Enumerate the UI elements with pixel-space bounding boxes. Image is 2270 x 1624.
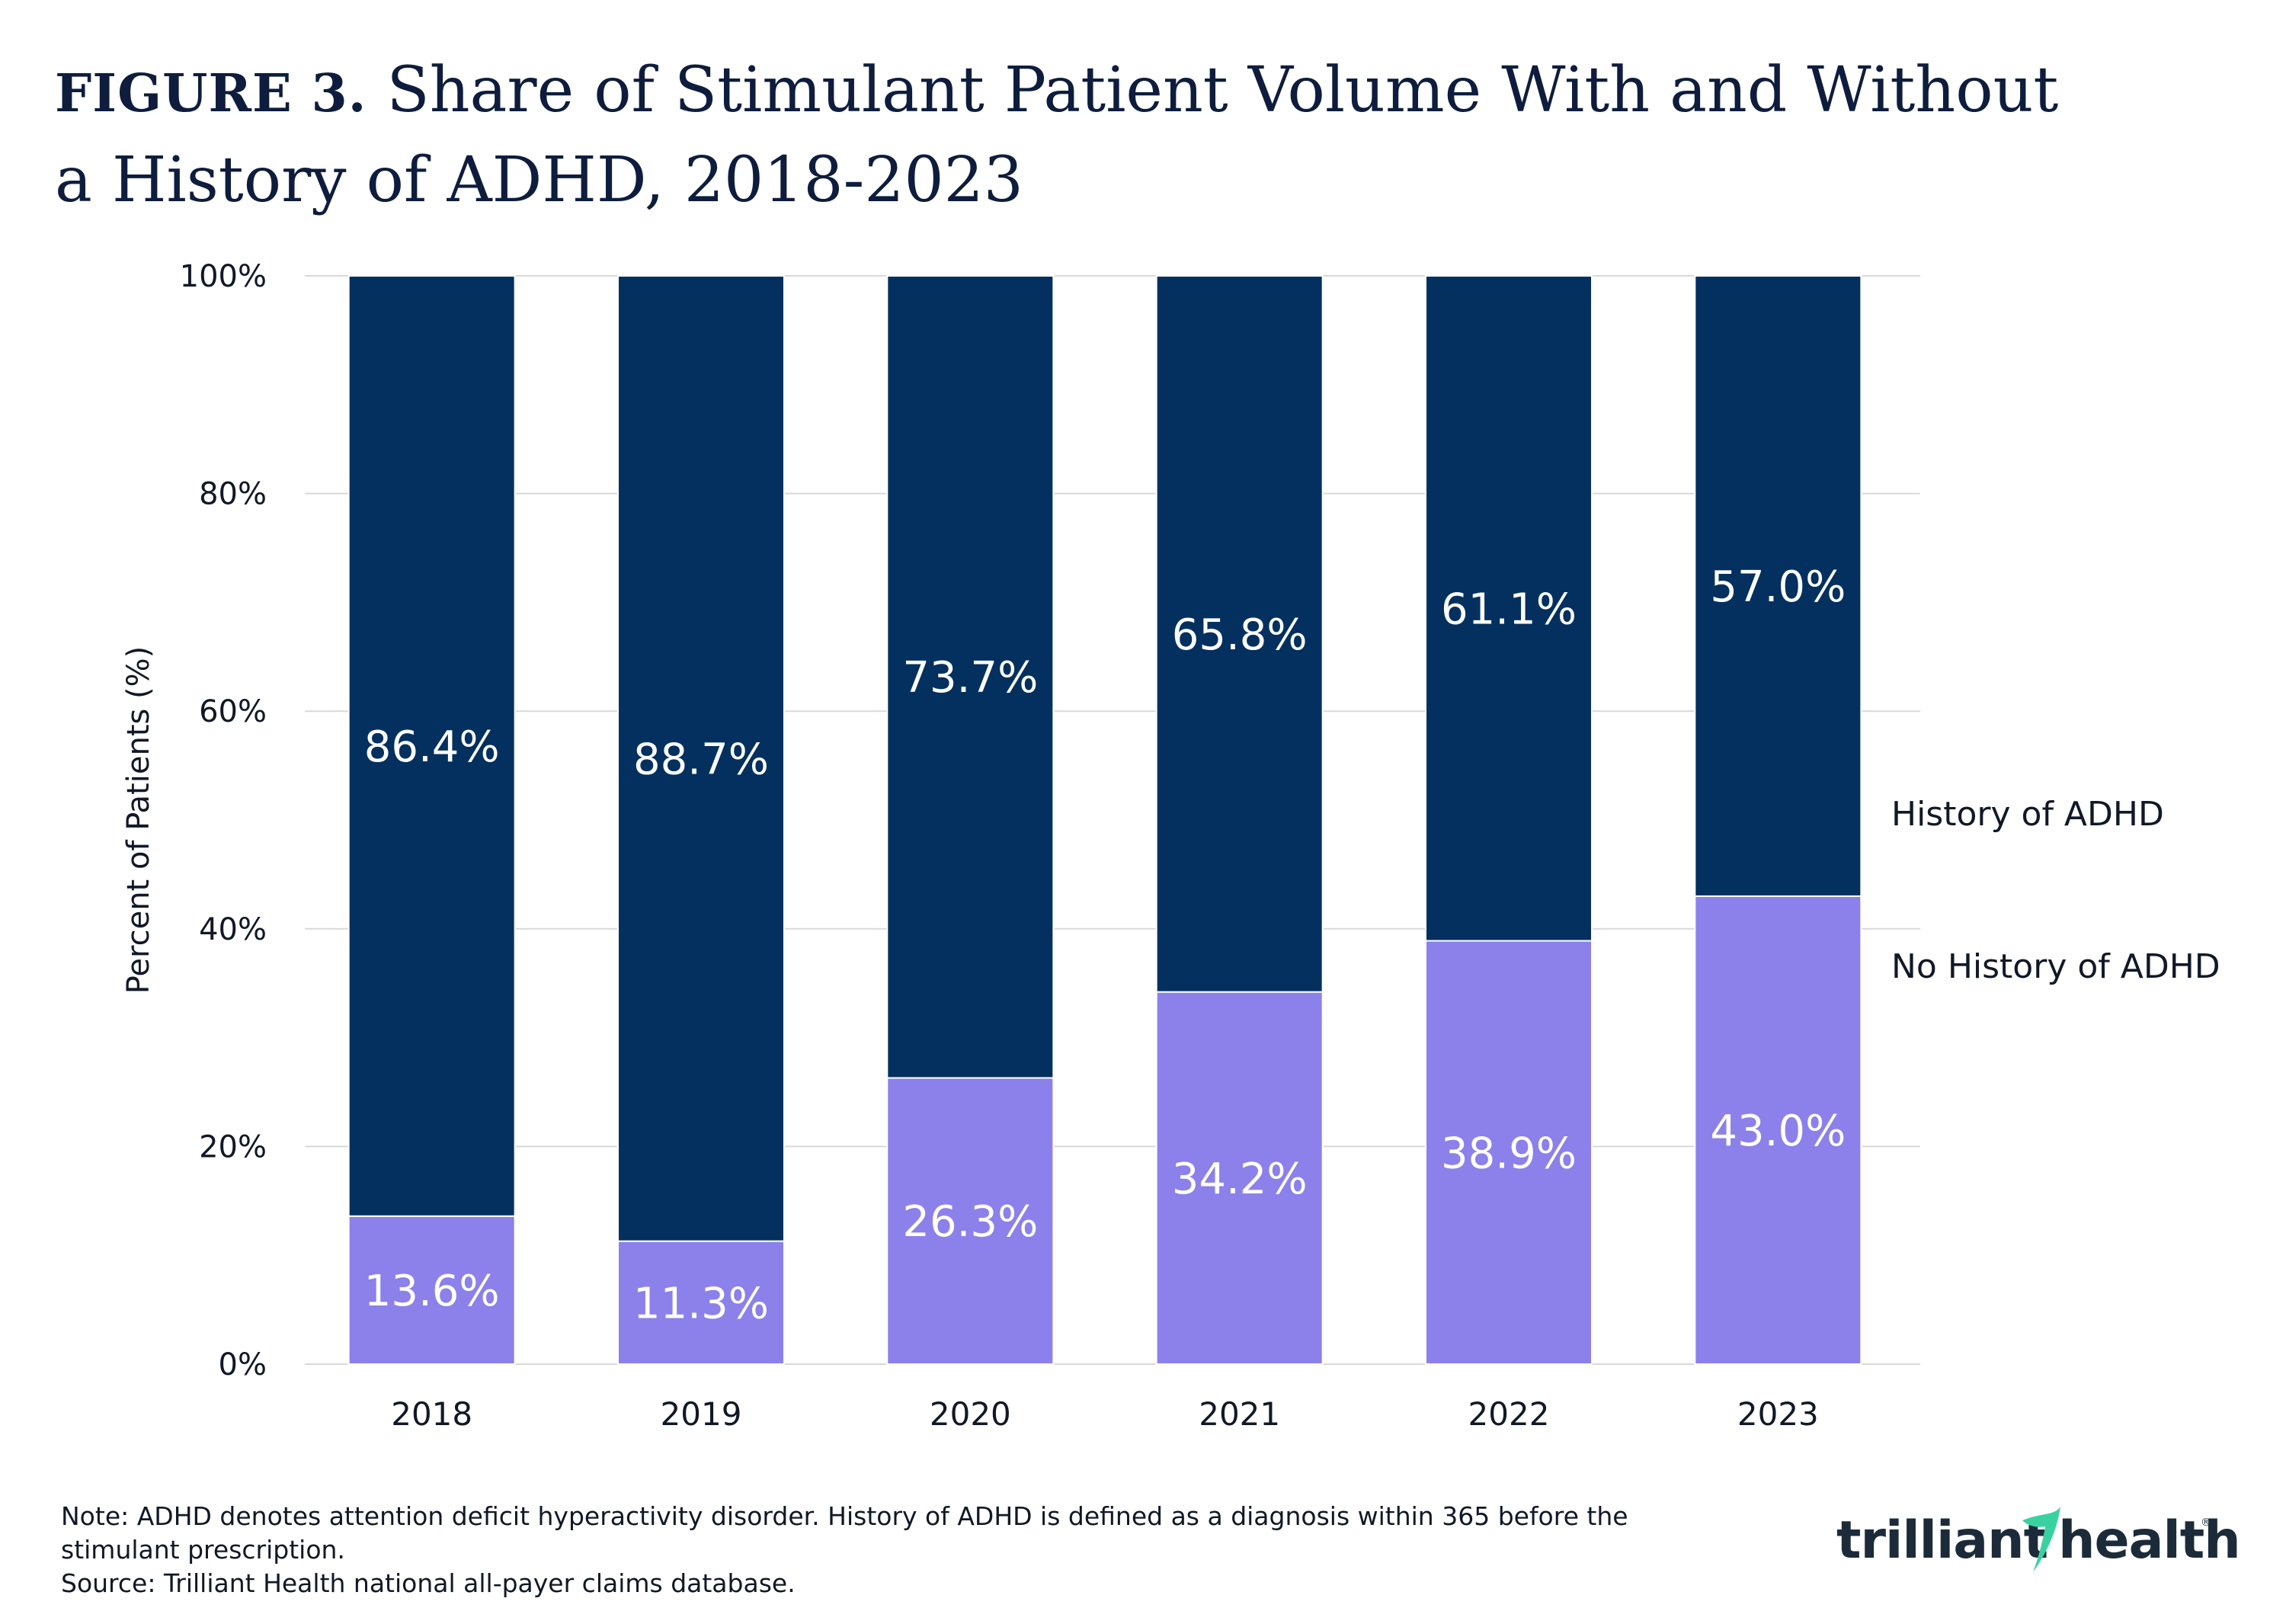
legend-history: History of ADHD [1891, 795, 2164, 834]
footer-source: Source: Trilliant Health national all-pa… [61, 1568, 796, 1598]
footer: Note: ADHD denotes attention deficit hyp… [61, 1500, 1707, 1600]
bar-2019-history [617, 275, 785, 1242]
data-label: 13.6% [364, 1267, 500, 1316]
y-tick-label: 60% [199, 694, 267, 729]
data-label: 43.0% [1710, 1107, 1846, 1156]
bar-2018-no-history [347, 1215, 516, 1365]
y-tick-label: 40% [199, 912, 267, 947]
y-tick-label: 0% [219, 1347, 267, 1382]
x-tick-label: 2020 [930, 1395, 1011, 1433]
y-tick-label: 20% [199, 1129, 267, 1164]
data-label: 61.1% [1441, 585, 1577, 634]
brand-swoosh-icon [2022, 1507, 2060, 1572]
bar-2022-history [1425, 275, 1593, 942]
data-label: 34.2% [1172, 1155, 1308, 1204]
x-tick-label: 2023 [1737, 1395, 1819, 1433]
y-axis-ticks: 0% 20% 40% 60% 80% 100% [180, 259, 267, 1382]
bar-2019-no-history [617, 1240, 785, 1365]
legend-no-history: No History of ADHD [1891, 947, 2220, 986]
data-label: 86.4% [364, 722, 500, 772]
footer-note: Note: ADHD denotes attention deficit hyp… [61, 1501, 1628, 1565]
registered-mark: ® [2201, 1517, 2211, 1529]
x-axis-ticks: 2018 2019 2020 2021 2022 2023 [391, 1395, 1819, 1433]
y-tick-label: 100% [180, 259, 267, 294]
chart-title: FIGURE 3. Share of Stimulant Patient Vol… [55, 47, 2112, 224]
legend: History of ADHD No History of ADHD [1891, 795, 2220, 986]
bar-2020-no-history [886, 1077, 1055, 1366]
brand-logo: trilliant health [1836, 1510, 2241, 1571]
figure-label: FIGURE 3. [55, 63, 367, 124]
bar-2018-history [347, 275, 516, 1217]
data-label: 57.0% [1710, 562, 1846, 612]
x-tick-label: 2021 [1199, 1395, 1280, 1433]
data-label: 11.3% [633, 1279, 769, 1328]
data-label: 38.9% [1441, 1129, 1577, 1178]
y-axis-label: Percent of Patients (%) [121, 646, 156, 995]
gridlines [305, 275, 1920, 1365]
brand-text-right: health [2058, 1510, 2241, 1571]
x-tick-label: 2019 [661, 1395, 742, 1433]
data-label: 26.3% [902, 1197, 1038, 1247]
data-label: 65.8% [1172, 610, 1308, 660]
bar-2021-history [1155, 275, 1324, 993]
bar-2023-no-history [1694, 895, 1862, 1365]
bar-2023-history [1694, 275, 1862, 897]
bars: 13.6% 86.4% 11.3% 88.7% 26.3% 73.7% 34.2% 65.8%… [347, 275, 1862, 1366]
bar-2022-no-history [1425, 940, 1593, 1366]
x-tick-label: 2022 [1468, 1395, 1550, 1433]
y-tick-label: 80% [199, 477, 267, 512]
data-label: 88.7% [633, 735, 769, 784]
title-text: Share of Stimulant Patient Volume With a… [55, 54, 2059, 216]
brand-text-left: trilliant [1836, 1510, 2048, 1571]
data-label: 73.7% [902, 653, 1038, 703]
x-tick-label: 2018 [391, 1395, 472, 1433]
bar-2020-history [886, 275, 1055, 1079]
